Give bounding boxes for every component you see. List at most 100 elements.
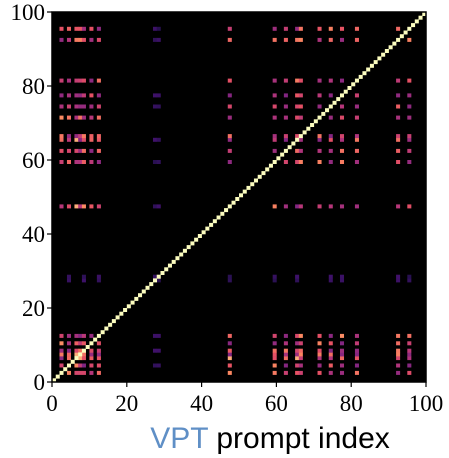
heatmap-diagonal-cell xyxy=(167,263,172,268)
heatmap-cell xyxy=(96,148,101,153)
heatmap-diagonal-cell xyxy=(89,341,94,346)
heatmap-cell xyxy=(396,104,401,109)
heatmap-cell xyxy=(156,363,161,368)
heatmap-diagonal-cell xyxy=(317,115,322,120)
heatmap-cell xyxy=(407,148,412,153)
heatmap-cell xyxy=(89,204,94,209)
heatmap-cell xyxy=(78,104,83,109)
heatmap-cell xyxy=(66,115,71,120)
heatmap-cell xyxy=(59,115,64,120)
heatmap-cell xyxy=(152,363,158,368)
heatmap-cell xyxy=(59,78,64,83)
heatmap-diagonal-cell xyxy=(298,134,303,139)
heatmap-cell xyxy=(272,274,277,279)
heatmap-cell xyxy=(396,341,401,346)
heatmap-cell xyxy=(407,37,412,42)
heatmap-cell xyxy=(339,363,345,368)
heatmap-cell xyxy=(89,370,94,375)
heatmap-cell xyxy=(81,104,86,109)
heatmap-cell xyxy=(295,341,300,346)
heatmap-cell xyxy=(59,348,64,353)
heatmap-cell xyxy=(156,37,161,42)
heatmap-cell xyxy=(227,333,232,338)
heatmap-cell xyxy=(396,26,401,31)
heatmap-cell xyxy=(78,115,83,120)
heatmap-cell xyxy=(354,148,359,153)
heatmap-cell xyxy=(152,104,158,109)
heatmap-cell xyxy=(328,160,333,164)
heatmap-diagonal-cell xyxy=(66,363,71,368)
heatmap-cell xyxy=(298,37,303,42)
heatmap-cell xyxy=(66,341,71,346)
heatmap-cell xyxy=(298,363,303,368)
heatmap-cell xyxy=(283,78,288,83)
heatmap-cell xyxy=(283,356,288,361)
heatmap-cell xyxy=(156,278,161,283)
heatmap-cell xyxy=(59,341,64,346)
heatmap-cell xyxy=(396,333,401,338)
heatmap-cell xyxy=(407,356,412,361)
heatmap-diagonal-cell xyxy=(78,352,83,357)
heatmap-cell xyxy=(156,26,161,31)
heatmap-diagonal-cell xyxy=(175,256,180,261)
heatmap-diagonal-cell xyxy=(396,37,401,42)
heatmap-diagonal-cell xyxy=(399,34,404,39)
heatmap-cell xyxy=(354,93,359,98)
heatmap-diagonal-cell xyxy=(351,82,356,87)
heatmap-cell xyxy=(59,93,64,98)
heatmap-diagonal-cell xyxy=(186,245,191,250)
heatmap-cell xyxy=(317,370,322,375)
heatmap-cell xyxy=(407,352,412,357)
heatmap-cell xyxy=(96,204,101,209)
heatmap-cell xyxy=(227,356,232,361)
heatmap-cell xyxy=(339,352,345,357)
heatmap-diagonal-cell xyxy=(123,308,128,312)
heatmap-cell xyxy=(89,333,94,338)
heatmap-cell xyxy=(156,160,161,164)
heatmap-cell xyxy=(81,26,86,31)
heatmap-cell xyxy=(81,115,86,120)
heatmap-cell xyxy=(317,78,322,83)
heatmap-cell xyxy=(272,26,277,31)
heatmap-cell xyxy=(354,341,359,346)
heatmap-diagonal-cell xyxy=(295,137,300,142)
heatmap-cell xyxy=(78,78,83,83)
heatmap-cell xyxy=(328,26,333,31)
heatmap-cell xyxy=(298,26,303,31)
heatmap-cell xyxy=(396,274,401,279)
heatmap-cell xyxy=(272,148,277,153)
heatmap-cell xyxy=(339,134,345,139)
heatmap-diagonal-cell xyxy=(59,370,64,375)
heatmap-cell xyxy=(396,348,401,353)
heatmap-cell xyxy=(152,37,158,42)
heatmap-cell xyxy=(81,78,86,83)
heatmap-diagonal-cell xyxy=(171,259,176,264)
heatmap-diagonal-cell xyxy=(209,222,214,227)
heatmap-cell xyxy=(272,37,277,42)
heatmap-cell xyxy=(89,348,94,353)
heatmap-diagonal-cell xyxy=(268,163,273,168)
heatmap-diagonal-cell xyxy=(55,374,60,379)
heatmap-diagonal-cell xyxy=(179,252,184,257)
heatmap-cell xyxy=(328,204,333,209)
heatmap-cell xyxy=(81,37,86,42)
heatmap-cell xyxy=(272,137,277,142)
heatmap-cell xyxy=(328,274,333,279)
heatmap-cell xyxy=(78,348,83,353)
heatmap-cell xyxy=(354,26,359,31)
heatmap-cell xyxy=(89,137,94,142)
heatmap-cell xyxy=(339,204,345,209)
heatmap-cell xyxy=(74,160,79,164)
heatmap-diagonal-cell xyxy=(332,100,337,105)
heatmap-cell xyxy=(328,356,333,361)
heatmap-cell xyxy=(396,134,401,139)
heatmap-diagonal-cell xyxy=(280,152,285,157)
heatmap-cell xyxy=(66,137,71,142)
heatmap-cell xyxy=(66,134,71,139)
heatmap-cell xyxy=(96,341,101,346)
heatmap-diagonal-cell xyxy=(369,63,374,68)
heatmap-cell xyxy=(328,37,333,42)
heatmap-diagonal-cell xyxy=(403,30,408,35)
heatmap-cell xyxy=(328,348,333,353)
heatmap-cell xyxy=(295,204,300,209)
